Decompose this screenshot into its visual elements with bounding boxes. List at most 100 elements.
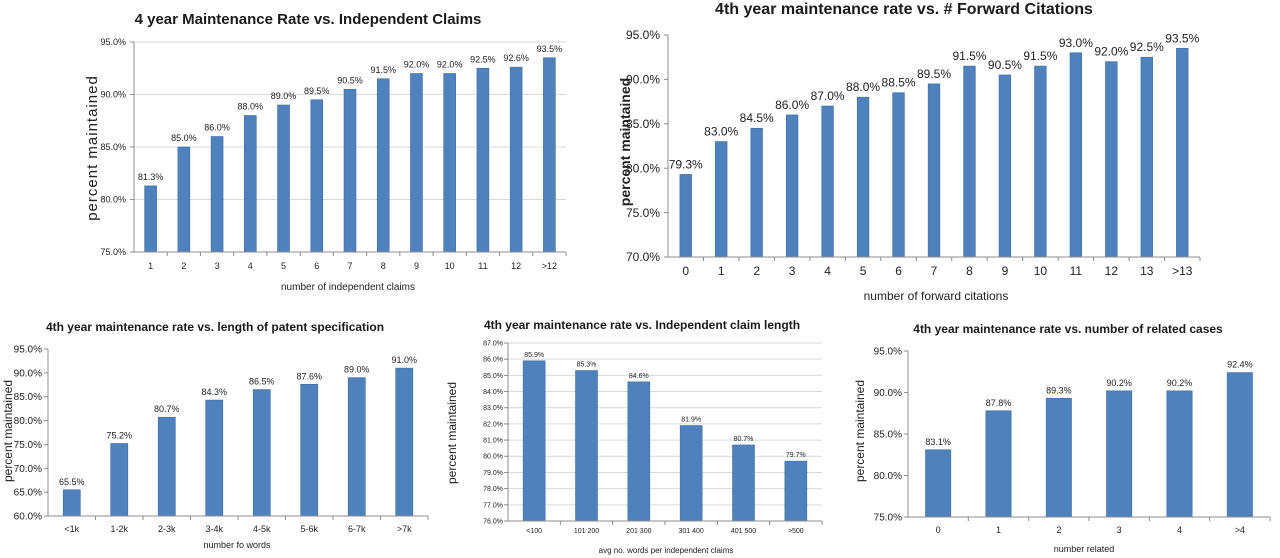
- data-label: 80.7%: [154, 404, 180, 414]
- y-tick-label: 70.0%: [14, 464, 42, 475]
- data-label: 65.5%: [59, 477, 85, 487]
- chart-related-cases: 4th year maintenance rate vs. number of …: [838, 305, 1280, 558]
- y-tick-label: 75.0%: [874, 513, 902, 524]
- data-label: 90.5%: [988, 58, 1022, 72]
- data-label: 84.3%: [201, 387, 227, 397]
- data-label: 92.0%: [1094, 45, 1128, 59]
- bar: [575, 370, 598, 522]
- x-tick-label: >12: [542, 261, 557, 271]
- x-tick-label: 8: [381, 261, 386, 271]
- bar: [343, 88, 357, 253]
- x-tick-label: 6: [314, 261, 319, 271]
- ticks: 75.0%80.0%85.0%90.0%95.0%1 2 3 4 5 6 7 8 9 10 11 12…: [100, 37, 567, 271]
- bar: [1140, 56, 1153, 258]
- x-tick-label: 0: [936, 525, 941, 535]
- x-tick-label: >13: [1172, 264, 1193, 278]
- data-label: 80.7%: [734, 436, 754, 443]
- data-label: 85.3%: [577, 362, 597, 369]
- y-tick-label: 80.0%: [14, 416, 42, 427]
- data-label: 81.3%: [138, 172, 164, 182]
- bar: [1166, 390, 1193, 518]
- bar: [1034, 65, 1047, 258]
- x-tick-label: >4: [1235, 525, 1245, 535]
- y-tick-label: 76.0%: [483, 518, 503, 525]
- y-tick-label: 95.0%: [874, 347, 902, 358]
- bar: [177, 146, 191, 253]
- data-label: 93.5%: [1165, 31, 1199, 45]
- data-label: 79.3%: [669, 157, 703, 171]
- bar: [543, 57, 556, 253]
- bar: [715, 141, 728, 258]
- y-tick-label: 75.0%: [626, 206, 660, 220]
- y-tick-label: 79.0%: [483, 470, 503, 477]
- chart-title: 4th year maintenance rate vs. Independen…: [484, 318, 800, 332]
- data-label: 86.0%: [204, 123, 230, 133]
- y-tick-label: 90.0%: [626, 73, 660, 87]
- y-tick-label: 80.0%: [483, 454, 503, 461]
- y-tick-label: 65.0%: [14, 488, 42, 499]
- data-label: 93.5%: [537, 44, 563, 54]
- x-tick-label: 7: [347, 261, 352, 271]
- bar: [732, 444, 755, 522]
- data-label: 83.1%: [925, 437, 951, 447]
- data-label: 88.0%: [238, 102, 264, 112]
- data-label: 89.5%: [304, 86, 330, 96]
- y-tick-label: 77.0%: [483, 502, 503, 509]
- chart-2-svg: 4th year maintenance rate vs. # Forward …: [617, 1, 1201, 303]
- chart-forward-citations: 4th year maintenance rate vs. # Forward …: [610, 0, 1280, 305]
- x-tick-label: 1: [148, 261, 153, 271]
- y-tick-label: 90.0%: [14, 368, 42, 379]
- ticks: 75.0% 80.0% 85.0% 90.0% 95.0% 0 1 2 3 4 >4: [874, 347, 1271, 535]
- bar: [410, 73, 423, 253]
- y-axis-label: percent maintained: [445, 382, 459, 484]
- y-tick-label: 95.0%: [100, 37, 126, 47]
- y-tick-label: 81.0%: [483, 438, 503, 445]
- data-label: 83.0%: [704, 125, 738, 139]
- bar: [522, 360, 546, 522]
- bars: 65.5% 75.2% 80.7% 84.3% 86.5% 87.6% 89.0% 91.0%: [59, 355, 417, 517]
- y-tick-label: 70.0%: [626, 250, 660, 264]
- ticks: 76.0% 77.0% 78.0% 79.0% 80.0% 81.0% 82.0% 83.0%…: [483, 340, 823, 535]
- data-label: 88.0%: [846, 80, 880, 94]
- x-tick-label: 3: [1117, 525, 1122, 535]
- x-tick-label: 2: [181, 261, 186, 271]
- chart-title: 4 year Maintenance Rate vs. Independent …: [135, 11, 482, 28]
- bar: [925, 449, 952, 518]
- bar: [252, 389, 271, 517]
- chart-claim-length: 4th year maintenance rate vs. Independen…: [430, 305, 830, 558]
- bar: [784, 460, 808, 522]
- data-label: 89.0%: [344, 365, 370, 375]
- y-tick-label: 87.0%: [483, 340, 503, 347]
- data-label: 91.5%: [1023, 49, 1057, 63]
- data-label: 91.5%: [370, 65, 396, 75]
- y-tick-label: 85.0%: [100, 142, 126, 152]
- y-tick-label: 85.0%: [874, 430, 902, 441]
- x-tick-label: 12: [511, 261, 521, 271]
- x-tick-label: 13: [1140, 264, 1154, 278]
- x-tick-label: <100: [526, 528, 542, 535]
- data-label: 87.6%: [296, 371, 322, 381]
- x-tick-label: 2-3k: [158, 524, 176, 534]
- x-tick-label: 11: [1070, 264, 1083, 278]
- bar: [244, 115, 257, 253]
- bar: [395, 367, 414, 517]
- x-tick-label: 7: [931, 264, 938, 278]
- y-tick-label: 60.0%: [14, 512, 42, 523]
- data-label: 91.0%: [391, 355, 417, 365]
- bar: [892, 92, 905, 258]
- data-label: 90.2%: [1167, 378, 1193, 388]
- x-tick-label: 4-5k: [253, 524, 271, 534]
- data-label: 85.0%: [171, 133, 197, 143]
- x-tick-label: 401 500: [731, 528, 756, 535]
- ticks: 60.0% 65.0% 70.0% 75.0% 80.0% 85.0% 90.0% 95.0%…: [14, 345, 429, 534]
- y-axis-label: percent maintained: [853, 380, 867, 482]
- x-tick-label: 11: [478, 261, 487, 271]
- bars: 85.9% 85.3% 84.6% 81.9% 80.7% 79.7%: [522, 352, 808, 522]
- bar: [443, 73, 456, 253]
- bar: [927, 83, 941, 258]
- data-label: 90.2%: [1106, 378, 1132, 388]
- x-tick-label: 10: [445, 261, 455, 271]
- bar: [963, 65, 976, 258]
- data-label: 86.0%: [775, 98, 809, 112]
- bar: [205, 399, 224, 517]
